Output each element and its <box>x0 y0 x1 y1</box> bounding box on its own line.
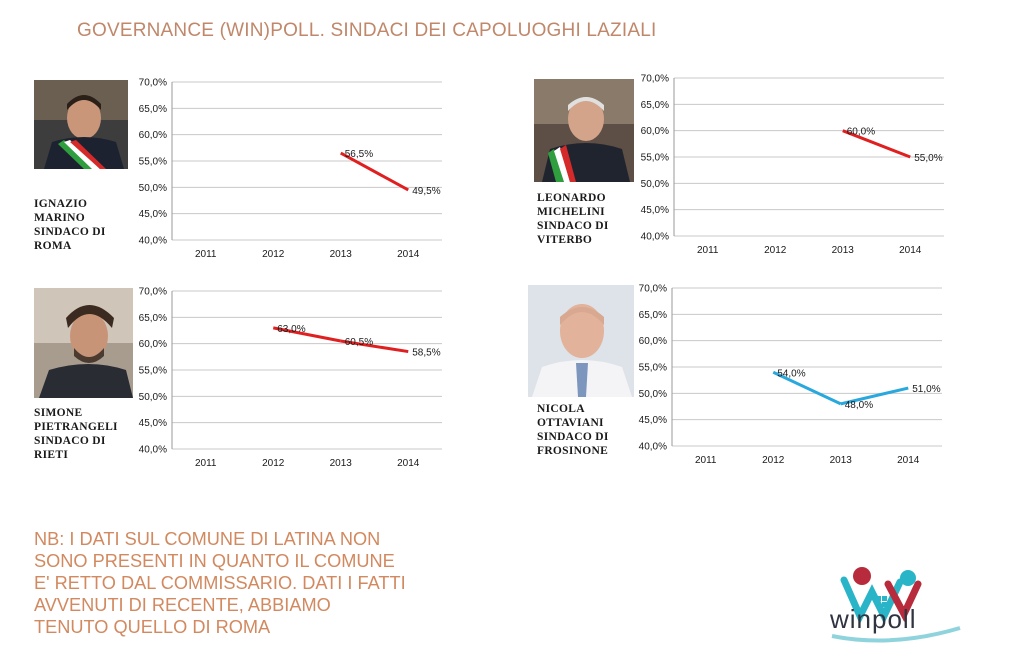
chart-ottaviani: 40,0% 45,0% 50,0% 55,0% 60,0% 65,0% 70,0% 2011 2… <box>630 282 950 472</box>
y-tick-label: 45,0% <box>139 209 167 220</box>
data-label: 60,5% <box>345 337 373 348</box>
mayor-photo-pietrangeli <box>34 288 133 398</box>
chart-marino: 40,0% 45,0% 50,0% 55,0% 60,0% 65,0% 70,0% 2011 2… <box>130 76 450 266</box>
data-label: 55,0% <box>914 153 942 164</box>
data-label: 63,0% <box>277 324 305 335</box>
x-tick-label: 2014 <box>899 245 922 256</box>
y-tick-label: 65,0% <box>139 104 167 115</box>
y-tick-label: 40,0% <box>641 232 669 243</box>
x-tick-label: 2012 <box>764 245 787 256</box>
data-label: 48,0% <box>845 400 873 411</box>
y-tick-label: 55,0% <box>639 363 667 374</box>
mayor-photo-michelini <box>534 79 634 182</box>
series-line-segment <box>772 370 842 406</box>
mayor-photo-marino <box>34 80 128 169</box>
y-tick-label: 50,0% <box>641 179 669 190</box>
x-tick-label: 2014 <box>897 455 920 466</box>
x-tick-label: 2014 <box>397 458 420 469</box>
y-tick-label: 65,0% <box>139 313 167 324</box>
winpoll-logo: winpoll <box>822 558 972 648</box>
y-tick-label: 40,0% <box>139 236 167 247</box>
data-label: 51,0% <box>912 384 940 395</box>
y-tick-label: 65,0% <box>639 310 667 321</box>
data-label: 56,5% <box>345 149 373 160</box>
y-tick-label: 45,0% <box>139 418 167 429</box>
x-tick-label: 2012 <box>262 249 285 260</box>
x-tick-label: 2011 <box>195 249 217 260</box>
mayor-caption-pietrangeli: SIMONE PIETRANGELI SINDACO DI RIETI <box>34 407 118 461</box>
chart-michelini: 40,0% 45,0% 50,0% 55,0% 60,0% 65,0% 70,0% 2011 2… <box>632 72 952 262</box>
y-tick-label: 40,0% <box>139 445 167 456</box>
y-tick-label: 60,0% <box>639 336 667 347</box>
x-tick-label: 2012 <box>262 458 285 469</box>
y-tick-label: 50,0% <box>139 183 167 194</box>
y-tick-label: 55,0% <box>139 366 167 377</box>
note-text: NB: I DATI SUL COMUNE DI LATINA NON SONO… <box>34 529 406 637</box>
mayor-caption-michelini: LEONARDO MICHELINI SINDACO DI VITERBO <box>537 192 609 246</box>
winpoll-logo-icon: winpoll <box>829 567 961 643</box>
x-tick-label: 2013 <box>330 249 353 260</box>
y-tick-label: 50,0% <box>639 389 667 400</box>
y-tick-label: 55,0% <box>139 157 167 168</box>
y-tick-label: 50,0% <box>139 392 167 403</box>
series-line-segment <box>842 129 911 159</box>
y-tick-label: 40,0% <box>639 442 667 453</box>
mayor-portrait-icon <box>534 79 634 182</box>
series-line-segment <box>340 151 409 192</box>
mayor-portrait-icon <box>34 288 133 398</box>
x-tick-label: 2014 <box>397 249 420 260</box>
data-label: 60,0% <box>847 127 875 138</box>
y-tick-label: 45,0% <box>639 415 667 426</box>
mayor-portrait-icon <box>528 285 634 397</box>
y-tick-label: 65,0% <box>641 100 669 111</box>
x-tick-label: 2013 <box>832 245 855 256</box>
series-line-segment <box>840 386 909 406</box>
mayor-caption-ottaviani: NICOLA OTTAVIANI SINDACO DI FROSINONE <box>537 403 609 457</box>
chart-pietrangeli: 40,0% 45,0% 50,0% 55,0% 60,0% 65,0% 70,0% 2011 2… <box>130 285 450 475</box>
mayor-photo-ottaviani <box>528 285 634 397</box>
y-tick-label: 60,0% <box>139 130 167 141</box>
y-tick-label: 70,0% <box>641 74 669 85</box>
y-tick-label: 60,0% <box>139 339 167 350</box>
logo-wordmark: winpoll <box>829 604 917 634</box>
data-label: 58,5% <box>412 348 440 359</box>
x-tick-label: 2011 <box>195 458 217 469</box>
x-tick-label: 2011 <box>695 455 717 466</box>
y-tick-label: 70,0% <box>139 78 167 89</box>
y-tick-label: 45,0% <box>641 205 669 216</box>
mayor-caption-marino: IGNAZIO MARINO SINDACO DI ROMA <box>34 198 106 252</box>
x-tick-label: 2012 <box>762 455 785 466</box>
y-tick-label: 55,0% <box>641 153 669 164</box>
series-line-segment <box>272 326 342 343</box>
x-tick-label: 2013 <box>330 458 353 469</box>
page-title: GOVERNANCE (WIN)POLL. SINDACI DEI CAPOLU… <box>77 20 657 41</box>
data-label: 49,5% <box>412 186 440 197</box>
series-line-segment <box>340 339 409 354</box>
x-tick-label: 2011 <box>697 245 719 256</box>
y-tick-label: 70,0% <box>139 287 167 298</box>
data-label: 54,0% <box>777 368 805 379</box>
x-tick-label: 2013 <box>830 455 853 466</box>
y-tick-label: 60,0% <box>641 126 669 137</box>
y-tick-label: 70,0% <box>639 284 667 295</box>
mayor-portrait-icon <box>34 80 128 169</box>
